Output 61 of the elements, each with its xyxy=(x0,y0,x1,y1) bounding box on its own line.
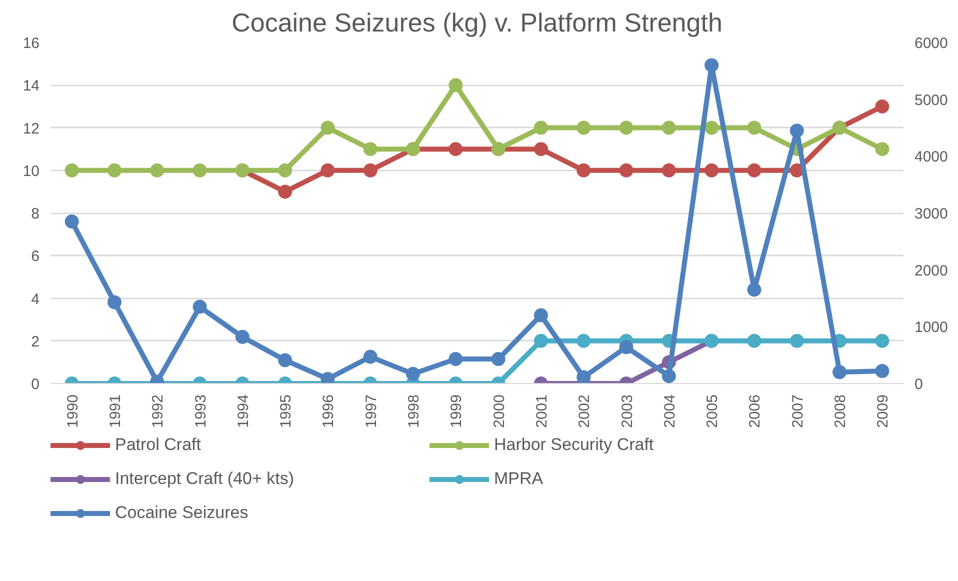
y-tick-label: 6 xyxy=(31,248,40,266)
point xyxy=(790,124,804,138)
point xyxy=(534,308,548,322)
x-tick-label: 1992 xyxy=(150,394,167,428)
point xyxy=(448,352,463,366)
point xyxy=(192,300,207,314)
point xyxy=(832,365,847,380)
y2-tick-label: 0 xyxy=(914,376,923,393)
legend-label: Patrol Craft xyxy=(115,435,202,455)
y-tick-label: 0 xyxy=(31,376,40,393)
x-tick-label: 1998 xyxy=(406,394,423,428)
legend-label: MPRA xyxy=(494,469,544,489)
y2-tick-label: 6000 xyxy=(914,35,948,52)
x-tick-label: 2009 xyxy=(874,394,892,428)
point xyxy=(491,352,506,366)
x-tick-label: 1990 xyxy=(64,394,82,428)
x-tick-label: 1996 xyxy=(320,394,338,428)
point xyxy=(363,350,378,364)
y-tick-label: 16 xyxy=(22,35,40,52)
x-tick-label: 2006 xyxy=(746,394,764,428)
y-tick-label: 10 xyxy=(22,162,40,180)
x-tick-label: 1994 xyxy=(234,394,252,428)
x-tick-label: 2003 xyxy=(618,394,636,428)
x-tick-label: 1999 xyxy=(448,394,466,428)
point xyxy=(875,364,890,378)
legend-label: Cocaine Seizures xyxy=(115,503,250,523)
x-tick-label: 2002 xyxy=(576,394,594,428)
y-tick-label: 2 xyxy=(31,333,40,350)
point xyxy=(235,330,250,344)
x-tick-label: 1997 xyxy=(362,394,380,428)
point xyxy=(662,369,676,384)
point xyxy=(278,353,292,368)
legend-label: Harbor Security Craft xyxy=(494,435,655,455)
legend-label: Intercept Craft (40+ kts) xyxy=(115,469,296,489)
point xyxy=(64,214,79,229)
y2-tick-label: 2000 xyxy=(914,262,948,280)
y2-tick-label: 1000 xyxy=(914,319,948,336)
y2-tick-label: 4000 xyxy=(914,148,948,166)
point xyxy=(320,372,335,384)
y-tick-label: 12 xyxy=(22,120,40,138)
y-tick-label: 8 xyxy=(31,206,40,222)
y2-tick-label: 5000 xyxy=(914,92,948,109)
x-tick-label: 2000 xyxy=(490,394,508,428)
x-tick-label: 2005 xyxy=(704,394,722,428)
chart-title: Cocaine Seizures (kg) v. Platform Strength xyxy=(232,8,722,38)
x-tick-label: 2008 xyxy=(832,394,850,428)
y-tick-label: 4 xyxy=(31,290,40,308)
point xyxy=(107,295,122,310)
point xyxy=(406,366,420,381)
point xyxy=(747,282,762,297)
x-tick-label: 2004 xyxy=(661,394,678,428)
x-tick-label: 2001 xyxy=(533,394,550,428)
y2-tick-label: 3000 xyxy=(914,206,948,222)
x-tick-label: 2007 xyxy=(789,394,806,428)
x-tick-label: 1995 xyxy=(278,394,295,428)
point xyxy=(576,370,591,384)
x-tick-label: 1991 xyxy=(106,394,124,428)
y-tick-label: 14 xyxy=(22,78,40,95)
point xyxy=(704,58,719,72)
point xyxy=(619,340,634,354)
x-tick-label: 1993 xyxy=(192,394,210,428)
